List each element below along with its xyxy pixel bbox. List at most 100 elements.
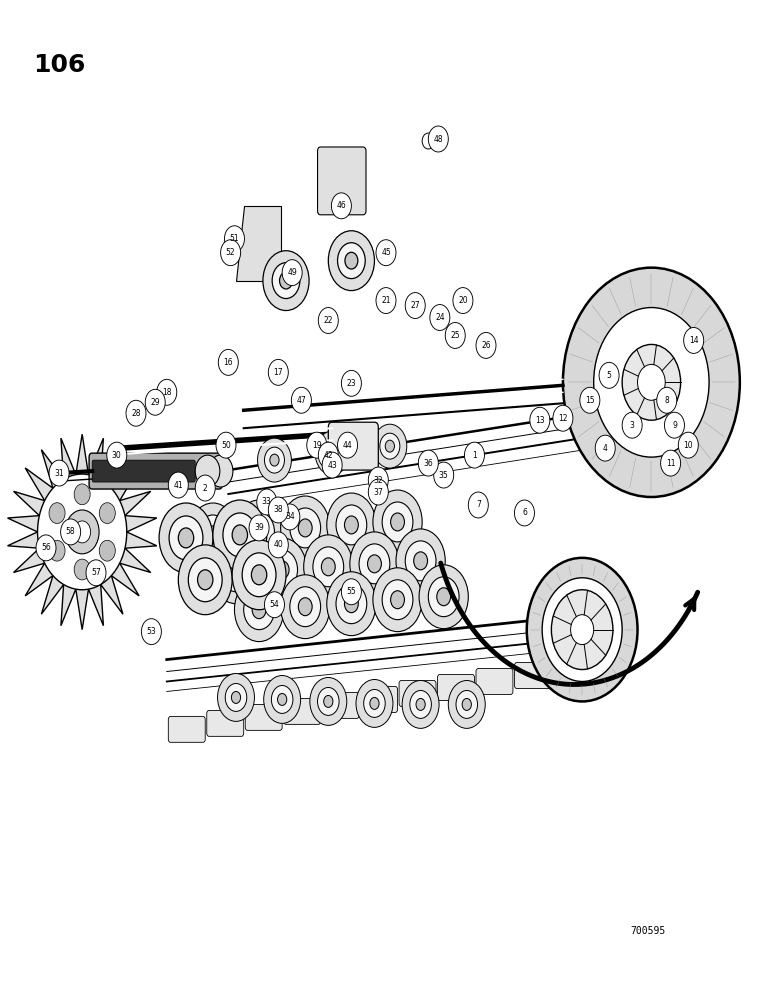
Circle shape: [376, 288, 396, 314]
Circle shape: [252, 523, 266, 541]
Circle shape: [267, 550, 297, 590]
Circle shape: [344, 595, 358, 613]
Text: 19: 19: [312, 441, 322, 450]
Circle shape: [195, 455, 220, 487]
Circle shape: [327, 447, 337, 459]
Text: 7: 7: [476, 500, 481, 509]
Circle shape: [364, 689, 385, 717]
Circle shape: [376, 240, 396, 266]
Circle shape: [469, 492, 489, 518]
Circle shape: [269, 359, 288, 385]
Text: 48: 48: [434, 135, 443, 144]
Text: 32: 32: [374, 476, 383, 485]
Text: 29: 29: [151, 398, 160, 407]
Circle shape: [373, 490, 422, 554]
Circle shape: [86, 560, 106, 586]
Circle shape: [100, 503, 115, 524]
Circle shape: [594, 308, 709, 457]
FancyBboxPatch shape: [399, 680, 436, 706]
Text: 25: 25: [450, 331, 460, 340]
Text: 49: 49: [287, 268, 297, 277]
Circle shape: [449, 680, 486, 728]
Circle shape: [327, 493, 376, 557]
Circle shape: [66, 510, 99, 554]
Circle shape: [367, 555, 381, 573]
Circle shape: [218, 349, 239, 375]
Text: 21: 21: [381, 296, 391, 305]
Circle shape: [188, 503, 238, 567]
Circle shape: [168, 472, 188, 498]
Text: 50: 50: [221, 441, 231, 450]
Circle shape: [126, 400, 146, 426]
Circle shape: [391, 513, 405, 531]
Circle shape: [313, 547, 344, 587]
Circle shape: [580, 387, 600, 413]
Circle shape: [272, 685, 293, 713]
Circle shape: [278, 693, 286, 705]
Circle shape: [657, 387, 677, 413]
FancyBboxPatch shape: [245, 704, 282, 730]
Circle shape: [298, 519, 312, 537]
Text: 6: 6: [522, 508, 527, 517]
Circle shape: [198, 570, 213, 590]
Circle shape: [265, 447, 284, 473]
FancyBboxPatch shape: [642, 396, 677, 440]
Circle shape: [221, 552, 252, 592]
Circle shape: [218, 674, 255, 721]
Circle shape: [437, 588, 451, 606]
Circle shape: [336, 584, 367, 624]
Circle shape: [244, 512, 275, 552]
Circle shape: [428, 126, 449, 152]
Text: 43: 43: [327, 461, 337, 470]
Text: 8: 8: [665, 396, 669, 405]
Text: 36: 36: [423, 459, 433, 468]
Circle shape: [273, 263, 300, 299]
Circle shape: [258, 538, 306, 602]
Circle shape: [418, 450, 438, 476]
Circle shape: [402, 680, 439, 728]
Text: 16: 16: [224, 358, 233, 367]
Circle shape: [328, 231, 374, 291]
Circle shape: [242, 553, 276, 597]
Text: 3: 3: [630, 421, 635, 430]
Circle shape: [414, 552, 428, 570]
Circle shape: [36, 535, 56, 561]
Text: 56: 56: [41, 543, 51, 552]
FancyBboxPatch shape: [476, 669, 513, 694]
Text: 33: 33: [262, 497, 272, 506]
Circle shape: [252, 565, 267, 585]
Circle shape: [49, 503, 65, 524]
Circle shape: [370, 697, 379, 709]
Circle shape: [391, 591, 405, 609]
Circle shape: [599, 362, 619, 388]
Circle shape: [563, 268, 740, 497]
Text: 46: 46: [337, 201, 347, 210]
Circle shape: [661, 450, 681, 476]
Circle shape: [542, 578, 622, 681]
Circle shape: [405, 293, 425, 319]
Text: 34: 34: [285, 512, 295, 521]
Circle shape: [410, 690, 432, 718]
Text: 35: 35: [438, 471, 449, 480]
Text: 42: 42: [323, 451, 334, 460]
Circle shape: [263, 251, 309, 311]
Circle shape: [208, 455, 233, 487]
Text: 51: 51: [229, 234, 239, 243]
Circle shape: [321, 558, 335, 576]
Circle shape: [344, 516, 358, 534]
Circle shape: [530, 407, 550, 433]
Text: 24: 24: [435, 313, 445, 322]
Circle shape: [368, 479, 388, 505]
Circle shape: [290, 587, 320, 627]
Circle shape: [258, 438, 291, 482]
Text: 53: 53: [147, 627, 156, 636]
Text: 11: 11: [666, 459, 676, 468]
Circle shape: [159, 503, 213, 573]
Circle shape: [100, 540, 115, 561]
Circle shape: [282, 260, 302, 286]
Text: 17: 17: [273, 368, 283, 377]
Circle shape: [257, 489, 277, 515]
Circle shape: [456, 690, 478, 718]
Text: 31: 31: [54, 469, 64, 478]
Circle shape: [310, 678, 347, 725]
